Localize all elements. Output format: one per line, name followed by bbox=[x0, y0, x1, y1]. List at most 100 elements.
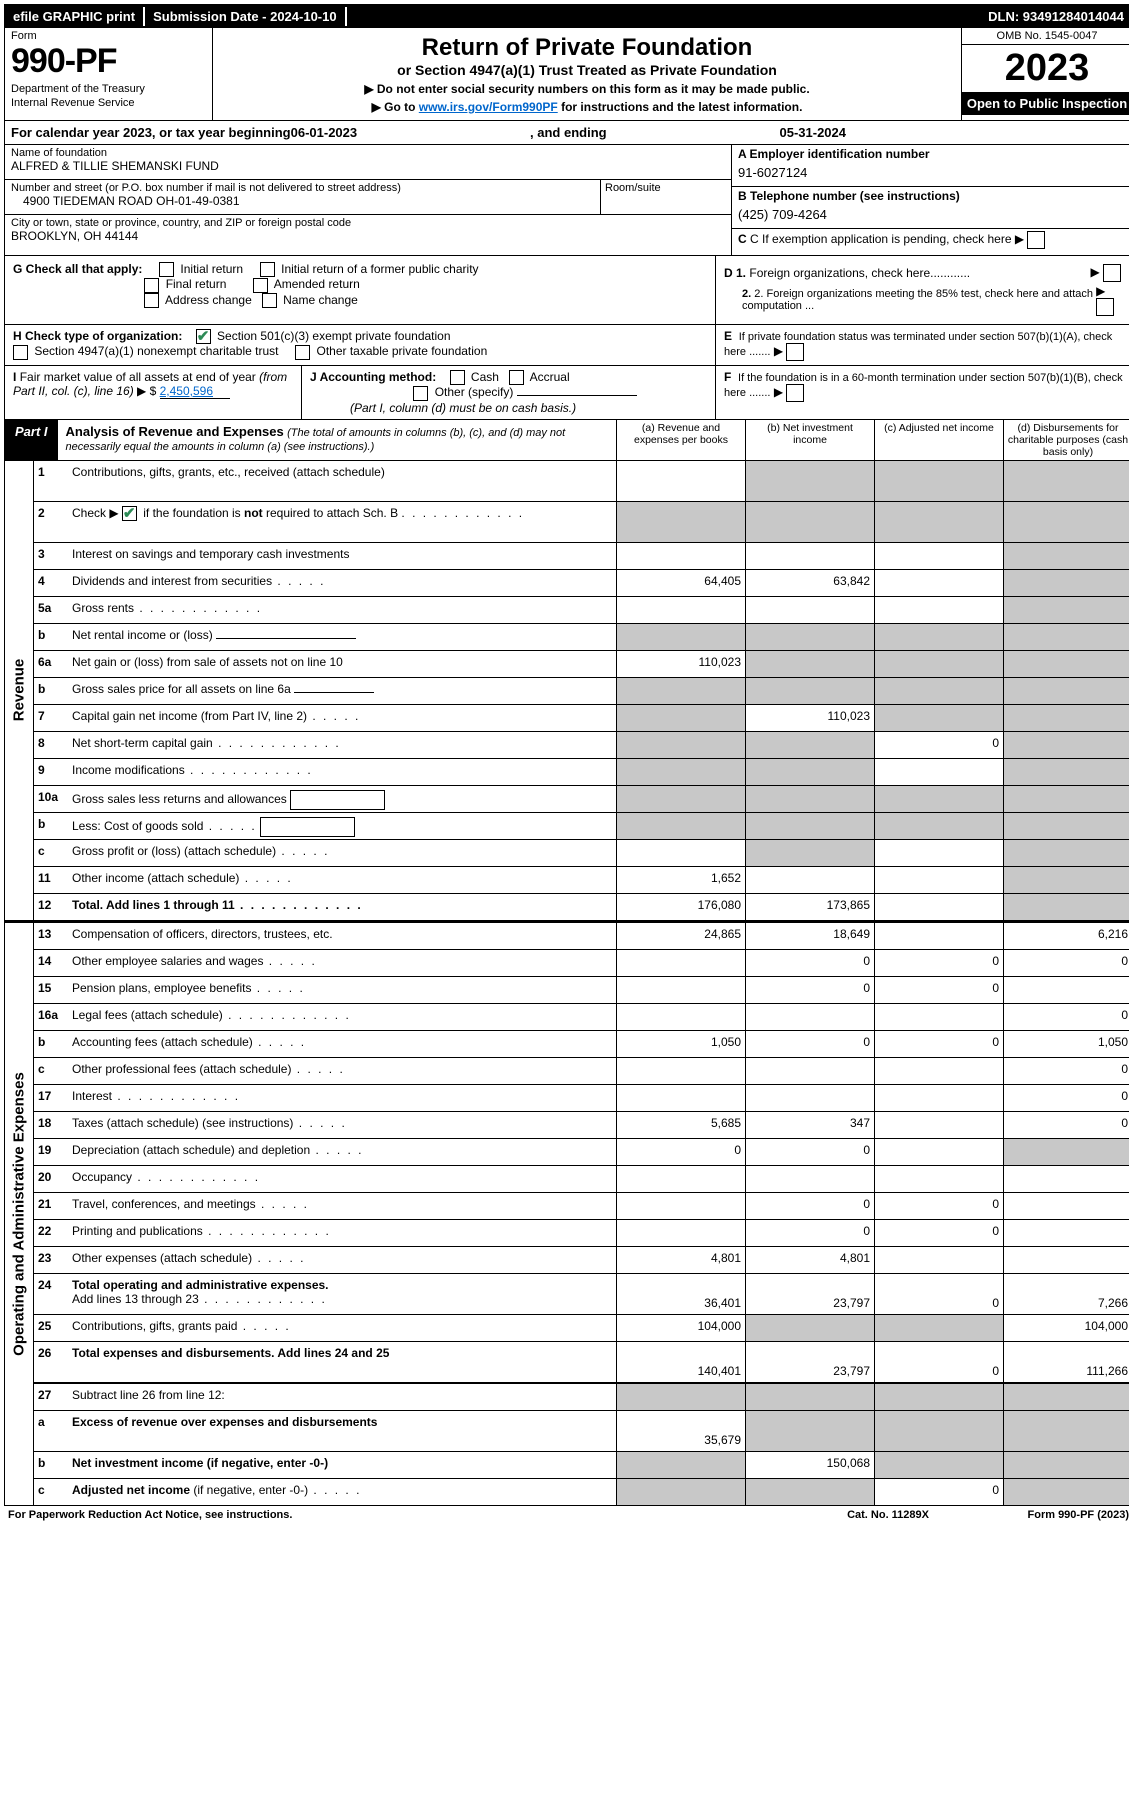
initial-return-label: Initial return bbox=[180, 262, 243, 276]
d1-checkbox[interactable] bbox=[1103, 264, 1121, 282]
row-16b-desc: Accounting fees (attach schedule) bbox=[72, 1031, 616, 1057]
header-middle: Return of Private Foundation or Section … bbox=[213, 28, 961, 120]
d2-checkbox[interactable] bbox=[1096, 298, 1114, 316]
entity-left: Name of foundation ALFRED & TILLIE SHEMA… bbox=[5, 145, 731, 255]
header-left: Form 990-PF Department of the Treasury I… bbox=[5, 28, 213, 120]
d1-label: Foreign organizations, check here.......… bbox=[749, 266, 970, 280]
h-section: H Check type of organization: Section 50… bbox=[5, 325, 716, 365]
form-header: Form 990-PF Department of the Treasury I… bbox=[4, 28, 1129, 121]
initial-return-checkbox[interactable] bbox=[159, 262, 174, 277]
dept-treasury: Department of the Treasury bbox=[11, 83, 206, 95]
row-3: 3 Interest on savings and temporary cash… bbox=[34, 542, 1129, 569]
d2-label: 2. Foreign organizations meeting the 85%… bbox=[742, 288, 1093, 312]
row-3-desc: Interest on savings and temporary cash i… bbox=[72, 543, 616, 569]
check-grid-gd: G Check all that apply: Initial return I… bbox=[4, 256, 1129, 325]
row-10b: b Less: Cost of goods sold bbox=[34, 812, 1129, 839]
form-label: Form bbox=[11, 30, 206, 42]
other-method-checkbox[interactable] bbox=[413, 386, 428, 401]
row-27c-desc: Adjusted net income (if negative, enter … bbox=[72, 1479, 616, 1505]
initial-public-checkbox[interactable] bbox=[260, 262, 275, 277]
r17-d: 0 bbox=[1003, 1085, 1129, 1111]
amended-label: Amended return bbox=[274, 277, 360, 291]
row-19-desc: Depreciation (attach schedule) and deple… bbox=[72, 1139, 616, 1165]
r24-c: 0 bbox=[874, 1274, 1003, 1314]
row-26: 26 Total expenses and disbursements. Add… bbox=[34, 1341, 1129, 1382]
revenue-side-label: Revenue bbox=[5, 461, 34, 920]
g-label: G Check all that apply: bbox=[13, 262, 142, 276]
row-23-desc: Other expenses (attach schedule) bbox=[72, 1247, 616, 1273]
accrual-checkbox[interactable] bbox=[509, 370, 524, 385]
other-taxable-checkbox[interactable] bbox=[295, 345, 310, 360]
row-2-pre: Check ▶ bbox=[72, 506, 119, 520]
d-section: D 1. Foreign organizations, check here..… bbox=[715, 256, 1129, 324]
e-section: E If private foundation status was termi… bbox=[716, 325, 1129, 365]
row-2-desc: Check ▶ if the foundation is not require… bbox=[72, 502, 616, 542]
revenue-label: Revenue bbox=[11, 659, 28, 722]
addr-change-checkbox[interactable] bbox=[144, 293, 159, 308]
final-return-checkbox[interactable] bbox=[144, 278, 159, 293]
r16b-b: 0 bbox=[745, 1031, 874, 1057]
e-checkbox[interactable] bbox=[786, 343, 804, 361]
row-5a: 5a Gross rents bbox=[34, 596, 1129, 623]
row-16b: b Accounting fees (attach schedule) 1,05… bbox=[34, 1030, 1129, 1057]
r14-d: 0 bbox=[1003, 950, 1129, 976]
other-taxable-label: Other taxable private foundation bbox=[317, 344, 488, 358]
row-25-desc: Contributions, gifts, grants paid bbox=[72, 1315, 616, 1341]
goto-pre: ▶ Go to bbox=[372, 100, 419, 114]
r25-d: 104,000 bbox=[1003, 1315, 1129, 1341]
room-suite: Room/suite bbox=[600, 180, 725, 214]
amended-checkbox[interactable] bbox=[253, 278, 268, 293]
row-16a-desc: Legal fees (attach schedule) bbox=[72, 1004, 616, 1030]
name-change-checkbox[interactable] bbox=[262, 293, 277, 308]
submission-date: Submission Date - 2024-10-10 bbox=[145, 7, 347, 26]
r22-b: 0 bbox=[745, 1220, 874, 1246]
cash-checkbox[interactable] bbox=[450, 370, 465, 385]
ein-row: A Employer identification number 91-6027… bbox=[732, 145, 1129, 187]
fmv-value[interactable]: 2,450,596 bbox=[160, 384, 230, 399]
row-11-desc: Other income (attach schedule) bbox=[72, 867, 616, 893]
omb-number: OMB No. 1545-0047 bbox=[962, 28, 1129, 45]
r26-d: 111,266 bbox=[1003, 1342, 1129, 1382]
opex-rows: 13 Compensation of officers, directors, … bbox=[34, 923, 1129, 1505]
r14-c: 0 bbox=[874, 950, 1003, 976]
name-change-label: Name change bbox=[283, 293, 358, 307]
row-27b-desc: Net investment income (if negative, ente… bbox=[72, 1452, 616, 1478]
col-a-header: (a) Revenue and expenses per books bbox=[617, 420, 745, 460]
sch-b-checkbox[interactable] bbox=[122, 506, 137, 521]
4947-checkbox[interactable] bbox=[13, 345, 28, 360]
phone-label: B Telephone number (see instructions) bbox=[738, 189, 1126, 203]
row-6a: 6a Net gain or (loss) from sale of asset… bbox=[34, 650, 1129, 677]
r6b-val bbox=[294, 692, 374, 693]
efile-header-bar: efile GRAPHIC print Submission Date - 20… bbox=[4, 4, 1129, 28]
row-18-desc: Taxes (attach schedule) (see instruction… bbox=[72, 1112, 616, 1138]
row-20-desc: Occupancy bbox=[72, 1166, 616, 1192]
row-8-desc: Net short-term capital gain bbox=[72, 732, 616, 758]
ssn-warning: ▶ Do not enter social security numbers o… bbox=[223, 82, 951, 96]
r23-a: 4,801 bbox=[616, 1247, 745, 1273]
c-checkbox[interactable] bbox=[1027, 231, 1045, 249]
footer: For Paperwork Reduction Act Notice, see … bbox=[4, 1506, 1129, 1524]
r15-c: 0 bbox=[874, 977, 1003, 1003]
phone-value: (425) 709-4264 bbox=[738, 203, 1126, 222]
footer-left: For Paperwork Reduction Act Notice, see … bbox=[8, 1509, 847, 1521]
efile-graphic-print: efile GRAPHIC print bbox=[5, 7, 145, 26]
header-right: OMB No. 1545-0047 2023 Open to Public In… bbox=[961, 28, 1129, 120]
goto-post: for instructions and the latest informat… bbox=[558, 100, 803, 114]
col-d-header: (d) Disbursements for charitable purpose… bbox=[1003, 420, 1129, 460]
row-14: 14 Other employee salaries and wages 0 0… bbox=[34, 949, 1129, 976]
footer-right: Form 990-PF (2023) bbox=[929, 1509, 1129, 1521]
row-10b-desc: Less: Cost of goods sold bbox=[72, 813, 616, 839]
exemption-pending-row: C C If exemption application is pending,… bbox=[732, 229, 1129, 255]
501c3-label: Section 501(c)(3) exempt private foundat… bbox=[217, 329, 450, 343]
row-11: 11 Other income (attach schedule) 1,652 bbox=[34, 866, 1129, 893]
irs-link[interactable]: www.irs.gov/Form990PF bbox=[419, 100, 558, 114]
row-17-desc: Interest bbox=[72, 1085, 616, 1111]
r12-b: 173,865 bbox=[745, 894, 874, 920]
row-13: 13 Compensation of officers, directors, … bbox=[34, 923, 1129, 949]
r19-a: 0 bbox=[616, 1139, 745, 1165]
f-checkbox[interactable] bbox=[786, 384, 804, 402]
501c3-checkbox[interactable] bbox=[196, 329, 211, 344]
row-15: 15 Pension plans, employee benefits 0 0 bbox=[34, 976, 1129, 1003]
calendar-year-row: For calendar year 2023, or tax year begi… bbox=[4, 121, 1129, 145]
row-12: 12 Total. Add lines 1 through 11 176,080… bbox=[34, 893, 1129, 920]
